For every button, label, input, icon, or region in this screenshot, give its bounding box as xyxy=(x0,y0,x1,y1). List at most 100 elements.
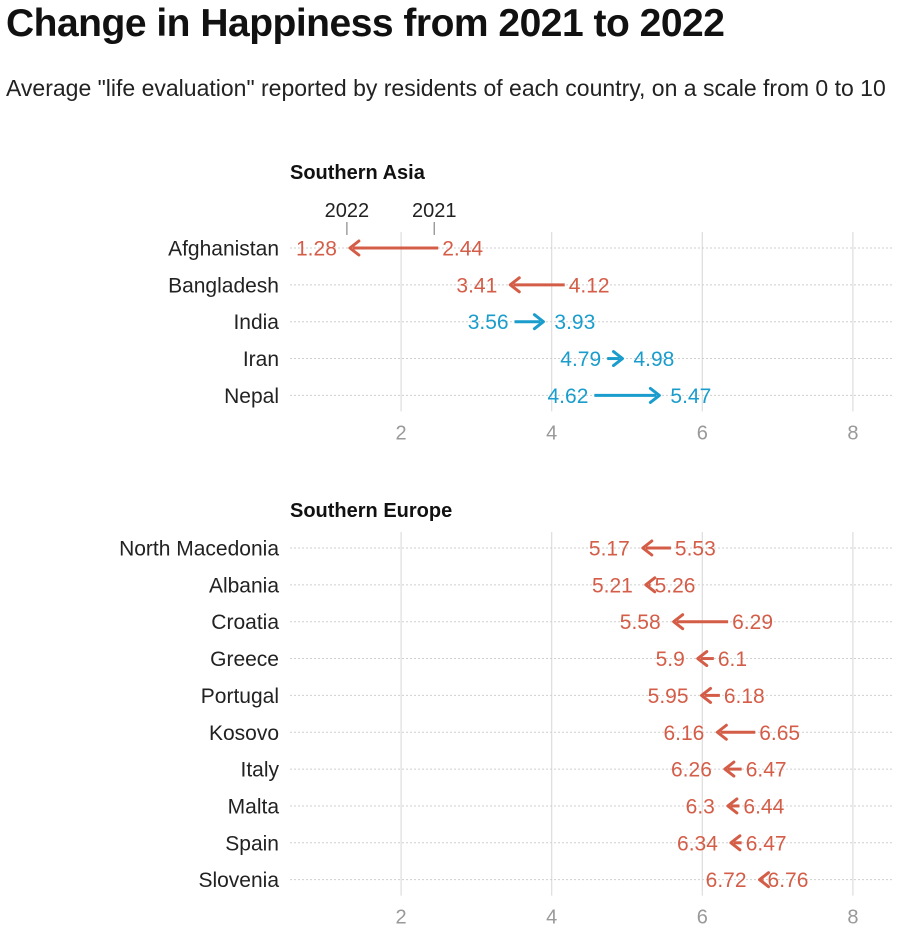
row-greece: Greece 5.9 6.1 xyxy=(210,648,892,671)
value-label-2022: 1.28 xyxy=(296,238,337,261)
panel-southern-europe: Southern Europe 2 4 6 8 North Macedonia 5.17 5.… xyxy=(0,488,922,946)
section-title: Southern Europe xyxy=(290,500,452,522)
change-arrow xyxy=(726,797,740,815)
value-label-2022: 4.98 xyxy=(633,348,674,371)
row-slovenia: Slovenia 6.72 6.76 xyxy=(198,869,892,892)
change-arrow xyxy=(641,539,671,557)
change-arrow xyxy=(723,760,742,778)
x-tick-label: 2 xyxy=(396,907,407,929)
change-arrow xyxy=(729,834,742,852)
value-label-2022: 5.95 xyxy=(648,685,689,708)
southern-asia-chart: Southern Asia 2 4 6 8 2022 2021 Afghanistan 1.28… xyxy=(168,162,892,444)
country-label: Malta xyxy=(228,795,280,818)
row-afghanistan: Afghanistan 1.28 2.44 xyxy=(168,238,892,261)
country-label: North Macedonia xyxy=(119,538,279,561)
legend-year-label: 2021 xyxy=(412,200,457,222)
arrow-head xyxy=(641,539,654,557)
arrow-head xyxy=(644,576,657,594)
value-label-2021: 6.65 xyxy=(759,722,800,745)
x-tick-label: 6 xyxy=(697,907,708,929)
change-arrow xyxy=(348,239,439,257)
x-tick-label: 8 xyxy=(847,422,858,444)
value-label-2021: 5.53 xyxy=(675,538,716,561)
country-label: Spain xyxy=(225,832,279,855)
arrow-head xyxy=(696,650,709,668)
value-label-2022: 5.58 xyxy=(620,611,661,634)
value-label-2021: 4.62 xyxy=(548,385,589,408)
row-albania: Albania 5.21 5.26 xyxy=(209,574,892,597)
change-arrow xyxy=(594,386,661,404)
row-kosovo: Kosovo 6.16 6.65 xyxy=(209,722,892,745)
change-arrow xyxy=(672,613,729,631)
country-label: Slovenia xyxy=(198,869,279,892)
value-label-2021: 5.26 xyxy=(655,574,696,597)
row-croatia: Croatia 5.58 6.29 xyxy=(211,611,892,634)
arrow-head xyxy=(723,760,736,778)
value-label-2022: 3.93 xyxy=(554,311,595,334)
country-label: Bangladesh xyxy=(168,274,279,297)
value-label-2021: 6.29 xyxy=(732,611,773,634)
value-label-2021: 4.12 xyxy=(569,274,610,297)
country-label: Portugal xyxy=(201,685,279,708)
arrow-head xyxy=(648,386,661,404)
change-arrow xyxy=(644,576,657,594)
x-tick-label: 2 xyxy=(396,422,407,444)
arrow-head xyxy=(672,613,685,631)
x-tick-label: 4 xyxy=(546,907,557,929)
value-label-2021: 4.79 xyxy=(560,348,601,371)
country-label: Iran xyxy=(243,348,279,371)
row-portugal: Portugal 5.95 6.18 xyxy=(201,685,892,708)
country-label: Nepal xyxy=(224,385,279,408)
change-arrow xyxy=(715,723,756,741)
chart-title: Change in Happiness from 2021 to 2022 xyxy=(6,2,725,45)
value-label-2021: 6.1 xyxy=(718,648,747,671)
value-label-2022: 3.41 xyxy=(456,274,497,297)
arrow-head xyxy=(726,797,739,815)
value-label-2022: 5.17 xyxy=(589,538,630,561)
legend-year-label: 2022 xyxy=(325,200,370,222)
arrow-head xyxy=(611,350,624,368)
value-label-2022: 5.21 xyxy=(592,574,633,597)
value-label-2022: 5.47 xyxy=(670,385,711,408)
value-label-2021: 6.47 xyxy=(746,759,787,782)
country-label: India xyxy=(233,311,279,334)
arrow-head xyxy=(729,834,742,852)
row-nepal: Nepal 4.62 5.47 xyxy=(224,385,892,408)
country-label: Croatia xyxy=(211,611,279,634)
arrow-head xyxy=(508,276,521,294)
value-label-2021: 6.76 xyxy=(768,869,809,892)
row-north-macedonia: North Macedonia 5.17 5.53 xyxy=(119,538,892,561)
change-arrow xyxy=(508,276,565,294)
chart-subtitle: Average "life evaluation" reported by re… xyxy=(6,75,886,101)
change-arrow xyxy=(514,313,545,331)
change-arrow xyxy=(758,871,771,889)
panel-southern-asia: Southern Asia 2 4 6 8 2022 2021 Afghanistan 1.28… xyxy=(0,150,922,460)
row-malta: Malta 6.3 6.44 xyxy=(228,795,892,818)
change-arrow xyxy=(696,650,714,668)
section-title: Southern Asia xyxy=(290,162,426,184)
country-label: Kosovo xyxy=(209,722,279,745)
row-spain: Spain 6.34 6.47 xyxy=(225,832,892,855)
arrow-head xyxy=(348,239,361,257)
country-label: Afghanistan xyxy=(168,238,279,261)
row-iran: Iran 4.79 4.98 xyxy=(243,348,892,371)
row-italy: Italy 6.26 6.47 xyxy=(240,759,892,782)
value-label-2022: 6.3 xyxy=(686,795,715,818)
value-label-2022: 6.16 xyxy=(663,722,704,745)
change-arrow xyxy=(700,686,720,704)
x-tick-label: 4 xyxy=(546,422,557,444)
arrow-head xyxy=(758,871,771,889)
arrow-head xyxy=(715,723,728,741)
value-label-2021: 6.18 xyxy=(724,685,765,708)
x-tick-label: 6 xyxy=(697,422,708,444)
value-label-2022: 6.72 xyxy=(706,869,747,892)
arrow-head xyxy=(700,686,713,704)
change-arrow xyxy=(607,350,624,368)
country-label: Albania xyxy=(209,574,279,597)
value-label-2021: 6.44 xyxy=(743,795,784,818)
value-label-2022: 6.34 xyxy=(677,832,718,855)
row-bangladesh: Bangladesh 3.41 4.12 xyxy=(168,274,892,297)
value-label-2021: 6.47 xyxy=(746,832,787,855)
x-tick-label: 8 xyxy=(847,907,858,929)
value-label-2022: 5.9 xyxy=(656,648,685,671)
